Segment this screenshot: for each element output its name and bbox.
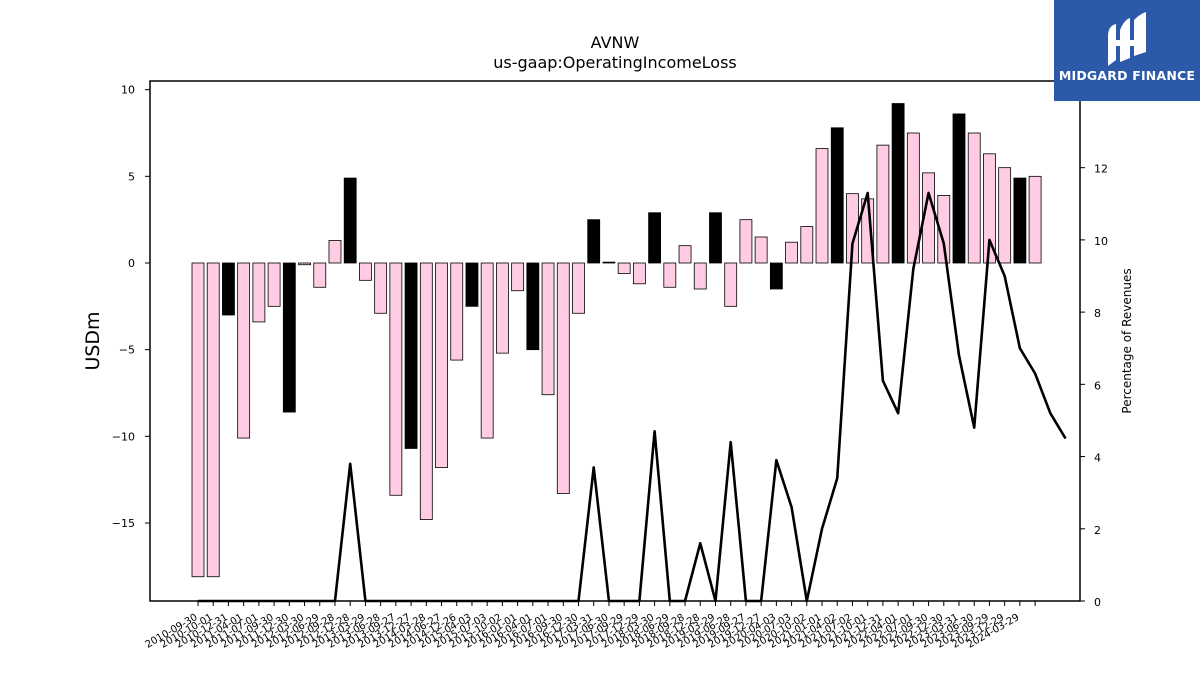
- brand-logo: MIDGARD FINANCE: [1054, 0, 1200, 101]
- bar: [648, 212, 661, 264]
- y2-tick-label: 2: [1094, 524, 1101, 537]
- bar: [876, 144, 890, 264]
- plot-frame: [149, 80, 1081, 602]
- bar: [632, 262, 646, 285]
- y2-tick-label: 4: [1094, 452, 1101, 465]
- bar: [617, 262, 631, 274]
- bar: [389, 262, 403, 496]
- bar: [983, 153, 996, 264]
- bar: [785, 241, 798, 264]
- chart-title: AVNW: [591, 33, 640, 52]
- series-line: [198, 191, 1067, 603]
- brand-name: MIDGARD FINANCE: [1058, 68, 1196, 83]
- bar: [572, 262, 585, 314]
- bar: [937, 194, 951, 264]
- bar: [282, 262, 296, 413]
- y2-tick-label: 6: [1094, 379, 1101, 392]
- bar: [480, 262, 494, 439]
- bar: [328, 240, 342, 264]
- bar: [526, 262, 540, 351]
- bar: [298, 262, 311, 266]
- y-tick-label: −5: [119, 344, 135, 357]
- bar: [1013, 177, 1027, 264]
- bar: [404, 262, 418, 449]
- bar: [967, 132, 981, 264]
- bar: [541, 262, 555, 396]
- y2-axis-label: Percentage of Revenues: [1120, 268, 1134, 413]
- y2-axis: 0 2 4 6 8 10 12: [1080, 163, 1108, 609]
- y2-tick-label: 8: [1094, 307, 1101, 320]
- line-group: [198, 191, 1067, 603]
- y-tick-label: 5: [128, 170, 135, 183]
- bar: [739, 219, 753, 264]
- bar: [222, 262, 235, 316]
- bar: [663, 262, 677, 288]
- bar: [754, 236, 768, 264]
- bar: [495, 262, 509, 354]
- bar: [709, 212, 722, 264]
- bar: [313, 262, 327, 288]
- y-tick-label: −10: [112, 430, 135, 443]
- y-tick-label: 0: [128, 257, 135, 270]
- y-axis-label: USDm: [82, 311, 104, 370]
- bar: [556, 262, 570, 494]
- y-tick-label: 10: [121, 84, 135, 97]
- bar: [830, 127, 844, 264]
- y2-tick-label: 12: [1094, 163, 1108, 176]
- bar: [998, 167, 1012, 264]
- bar: [769, 262, 783, 290]
- bar: [450, 262, 464, 361]
- y-axis: −15 −10 −5 0 5 10: [112, 84, 150, 530]
- bar: [693, 262, 707, 290]
- bar: [374, 262, 388, 314]
- bar: [252, 262, 266, 323]
- bar: [1028, 175, 1042, 264]
- bar: [359, 262, 372, 281]
- y-tick-label: −15: [112, 517, 135, 530]
- bar: [724, 262, 738, 307]
- bar: [435, 262, 448, 468]
- bar: [587, 219, 601, 264]
- bar: [678, 245, 692, 264]
- bar: [191, 262, 205, 578]
- bar: [419, 262, 433, 520]
- x-axis: 2010-09-302010-10-012010-12-312011-04-01…: [144, 601, 1036, 651]
- bar: [206, 262, 220, 578]
- bar: [267, 262, 281, 307]
- bar: [511, 262, 525, 292]
- bar: [800, 226, 814, 264]
- bar-group: [191, 103, 1042, 578]
- bar: [815, 148, 829, 264]
- bar: [602, 261, 616, 264]
- bar: [343, 177, 357, 264]
- bar: [465, 262, 479, 307]
- bar: [891, 103, 905, 264]
- chart-subtitle: us-gaap:OperatingIncomeLoss: [493, 53, 737, 72]
- y2-tick-label: 10: [1094, 235, 1108, 248]
- bar: [952, 113, 966, 264]
- y2-tick-label: 0: [1094, 596, 1101, 609]
- midgard-logo-icon: [1108, 12, 1146, 66]
- bar: [237, 262, 251, 439]
